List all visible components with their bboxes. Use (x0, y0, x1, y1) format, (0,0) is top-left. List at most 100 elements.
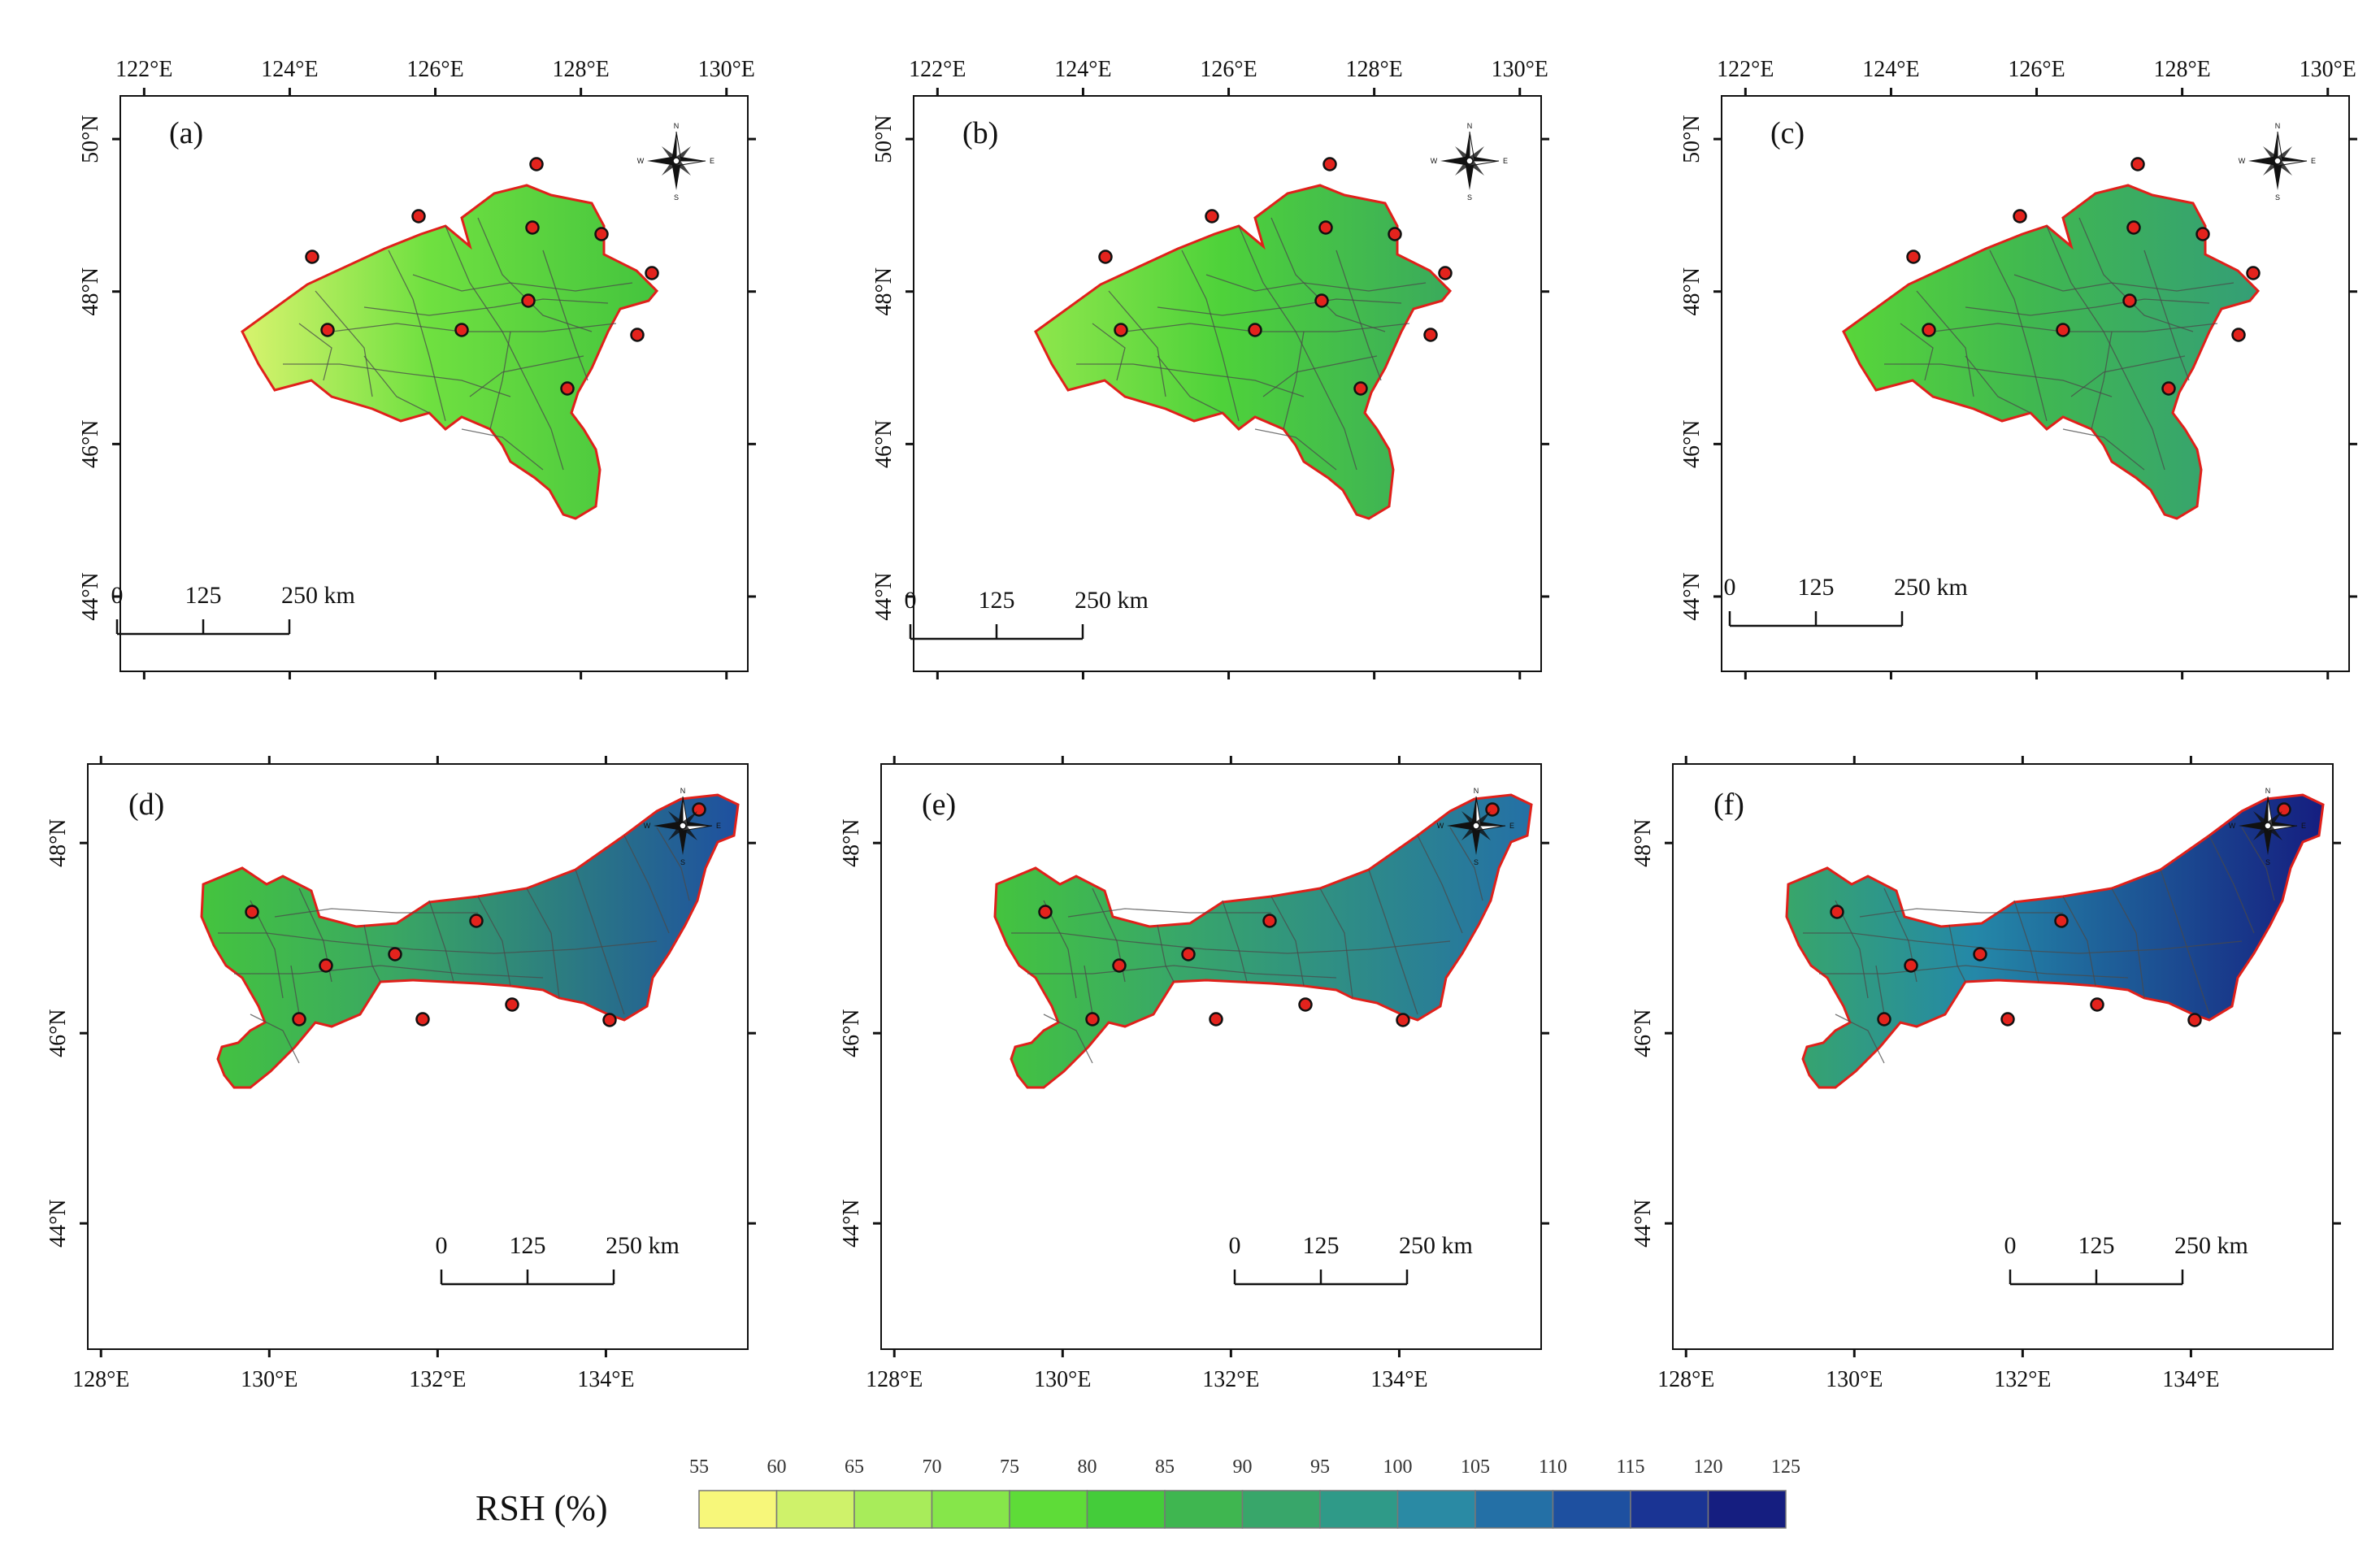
scale-mid: 125 (979, 587, 1015, 614)
station-marker (1388, 227, 1402, 241)
station-marker (1098, 250, 1113, 264)
scale-bar: 0 125 250 km (436, 1232, 680, 1286)
scale-zero: 0 (111, 582, 124, 609)
lat-label: 44°N (1679, 572, 1705, 620)
county-border (388, 250, 446, 422)
county-border (218, 932, 658, 954)
lon-label: 124°E (1862, 57, 1919, 82)
station-marker (560, 381, 575, 396)
county-border (542, 250, 588, 381)
compass-n: N (2275, 122, 2281, 130)
county-border (1254, 428, 1337, 471)
scale-zero: 0 (1724, 574, 1736, 601)
county-border (1319, 888, 1353, 999)
station-marker (2126, 220, 2141, 235)
station-marker (521, 293, 536, 308)
north-arrow-icon: N S E W (1431, 122, 1508, 202)
county-border (1449, 827, 1483, 901)
lon-label: 128°E (72, 1367, 129, 1392)
station-marker (411, 209, 426, 224)
station-marker (1181, 947, 1196, 961)
station-marker (2000, 1012, 2015, 1027)
north-arrow-icon: N S E W (2229, 787, 2306, 866)
lon-label: 124°E (261, 57, 318, 82)
county-border (290, 965, 300, 1015)
station-marker (388, 947, 402, 961)
station-marker (645, 266, 659, 280)
station-marker (1906, 250, 1921, 264)
lat-label: 50°N (1679, 115, 1705, 163)
lat-label: 48°N (1679, 267, 1705, 315)
county-border (1076, 363, 1305, 397)
county-border (1222, 900, 1248, 983)
lon-label: 132°E (409, 1367, 466, 1392)
compass-s: S (2265, 858, 2270, 866)
county-border (1157, 298, 1402, 316)
station-marker (1438, 266, 1453, 280)
compass-e: E (2301, 822, 2306, 830)
station-marker (1209, 1012, 1223, 1027)
county-border (274, 908, 478, 918)
station-marker (2056, 323, 2070, 337)
station-marker (1114, 323, 1128, 337)
county-border (1262, 355, 1378, 397)
compass-e: E (2311, 157, 2316, 165)
study-region (993, 793, 1533, 1089)
legend-swatch (1164, 1490, 1244, 1529)
county-border (1043, 1014, 1093, 1064)
legend-swatch (931, 1490, 1010, 1529)
lon-label: 126°E (406, 57, 463, 82)
county-border (2091, 331, 2113, 430)
lon-label: 130°E (1826, 1367, 1883, 1392)
color-legend: RSH (%) 55 60 65 70 75 80 85 90 95 100 105 110 115 120… (476, 1456, 1800, 1529)
compass-s: S (674, 193, 679, 202)
map-panel-c: 122°E 124°E 126°E 128°E 130°E 50°N 48°N 46°N 44°… (1679, 57, 2357, 679)
north-arrow-icon: N S E W (644, 787, 721, 866)
station-marker (2054, 914, 2069, 928)
legend-tick: 125 (1771, 1456, 1800, 1478)
legend-swatch (698, 1490, 778, 1529)
county-border (1803, 932, 2243, 954)
county-border (1043, 900, 1077, 999)
scale-zero: 0 (905, 587, 917, 614)
panel-label: (c) (1770, 116, 1805, 150)
county-border (1283, 331, 1305, 430)
station-marker (2231, 328, 2246, 342)
study-region (1785, 793, 2325, 1089)
scale-mid: 125 (2078, 1232, 2115, 1259)
legend-tick: 100 (1383, 1456, 1413, 1478)
map-panel-f: 128°E 130°E 132°E 134°E 48°N 46°N 44°N (f) N S E W 0… (1631, 756, 2341, 1392)
map-panel-d: 128°E 130°E 132°E 134°E 48°N 46°N 44°N (d) N S E W 0… (46, 756, 756, 1392)
county-border (2062, 428, 2145, 471)
station-marker (1314, 293, 1329, 308)
county-border (250, 1014, 300, 1064)
station-marker (529, 157, 544, 171)
county-border (445, 225, 564, 471)
lat-label: 48°N (1631, 818, 1656, 866)
scale-zero: 0 (436, 1232, 448, 1259)
county-border (461, 428, 544, 471)
station-marker (1262, 914, 1277, 928)
legend-swatch (775, 1490, 855, 1529)
lon-label: 130°E (698, 57, 755, 82)
lat-label: 48°N (46, 818, 71, 866)
county-border (2013, 274, 2235, 292)
compass-e: E (716, 822, 721, 830)
station-marker (1353, 381, 1368, 396)
lat-label: 50°N (871, 115, 897, 163)
legend-swatch (1086, 1490, 1166, 1529)
station-marker (469, 914, 484, 928)
county-border (428, 900, 454, 983)
station-marker (2195, 227, 2210, 241)
lon-label: 130°E (1492, 57, 1548, 82)
legend-tick: 70 (923, 1456, 942, 1478)
station-marker (2122, 293, 2137, 308)
lon-label: 128°E (552, 57, 609, 82)
county-border (1884, 363, 2113, 397)
lat-label: 48°N (871, 267, 897, 315)
county-border (1368, 869, 1418, 1015)
compass-n: N (674, 122, 680, 130)
panel-label: (b) (962, 116, 998, 150)
lon-label: 128°E (866, 1367, 923, 1392)
county-border (1900, 323, 1934, 381)
